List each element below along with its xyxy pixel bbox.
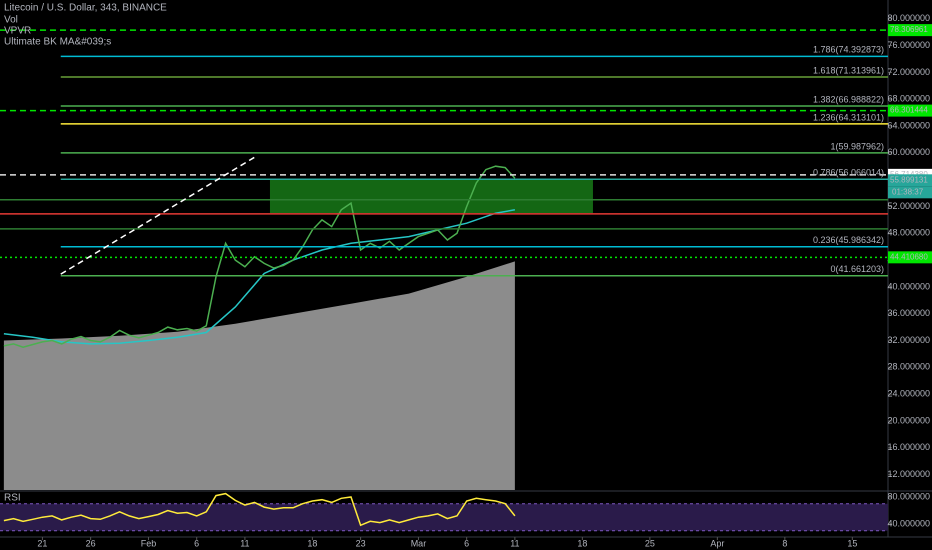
- fib-label: 1.236(64.313101): [813, 112, 884, 122]
- line: [3, 492, 516, 527]
- fib-label: 1.382(66.988822): [813, 94, 884, 104]
- indicator-label: VPVR: [4, 26, 31, 37]
- line: [3, 165, 516, 348]
- y-tick-label: 12.000000: [887, 469, 930, 479]
- rsi-title: RSI: [4, 493, 21, 504]
- y-tick-label: 72.000000: [887, 67, 930, 77]
- x-tick-label: Feb: [141, 538, 157, 548]
- x-tick-label: 8: [782, 538, 787, 548]
- fib-label: 0.236(45.986342): [813, 235, 884, 245]
- x-tick-label: 26: [86, 538, 96, 548]
- y-tick-label: 64.000000: [887, 120, 930, 130]
- x-tick-label: 25: [645, 538, 655, 548]
- x-tick-label: 11: [240, 538, 249, 548]
- y-tick-label: 16.000000: [887, 442, 930, 452]
- area: [3, 261, 515, 490]
- price-label: 55.899131: [890, 175, 928, 184]
- price-label-box: [888, 104, 932, 117]
- x-tick-label: 18: [577, 538, 587, 548]
- fib-label: 0(41.661203): [830, 264, 884, 274]
- countdown: 01:38:37: [892, 187, 924, 196]
- fib-label: 1(59.987962): [830, 141, 884, 151]
- y-tick-label: 80.000000: [887, 491, 930, 501]
- x-tick-label: 6: [194, 538, 199, 548]
- price-label: 78.306961: [890, 25, 928, 34]
- zone: [269, 179, 593, 214]
- price-label-box: [888, 251, 932, 264]
- price-label-box: [888, 24, 932, 37]
- y-tick-label: 60.000000: [887, 147, 930, 157]
- y-tick-label: 68.000000: [887, 94, 930, 104]
- y-tick-label: 32.000000: [887, 335, 930, 345]
- y-tick-label: 20.000000: [887, 415, 930, 425]
- x-tick-label: 11: [510, 538, 519, 548]
- fib-label: 0.786(56.066014): [813, 168, 884, 178]
- y-tick-label: 80.000000: [887, 13, 930, 23]
- x-tick-label: Apr: [710, 538, 724, 548]
- y-tick-label: 48.000000: [887, 228, 930, 238]
- y-tick-label: 36.000000: [887, 308, 930, 318]
- x-tick-label: 6: [464, 538, 469, 548]
- chart-title: Litecoin / U.S. Dollar, 343, BINANCE: [4, 3, 167, 14]
- y-tick-label: 40.000000: [887, 281, 930, 291]
- x-tick-label: 21: [37, 538, 47, 548]
- indicator-label: Ultimate BK MA&#039;s: [4, 37, 111, 48]
- countdown-box: [888, 186, 932, 199]
- x-tick-label: 18: [307, 538, 317, 548]
- trendline: [60, 154, 258, 275]
- x-tick-label: 23: [356, 538, 366, 548]
- y-tick-label: 76.000000: [887, 40, 930, 50]
- y-tick-label: 24.000000: [887, 389, 930, 399]
- price-label: 66.301444: [890, 106, 928, 115]
- fib-label: 1.618(71.313961): [813, 65, 884, 75]
- x-tick-label: 15: [847, 538, 857, 548]
- y-tick-label: 52.000000: [887, 201, 930, 211]
- indicator-label: Vol: [4, 15, 18, 26]
- y-tick-label: 28.000000: [887, 362, 930, 372]
- fib-label: 1.786(74.392873): [813, 45, 884, 55]
- price-label-box: [888, 174, 932, 187]
- y-tick-label: 40.000000: [887, 518, 930, 528]
- x-tick-label: Mar: [411, 538, 427, 548]
- price-label: 44.410680: [890, 252, 928, 261]
